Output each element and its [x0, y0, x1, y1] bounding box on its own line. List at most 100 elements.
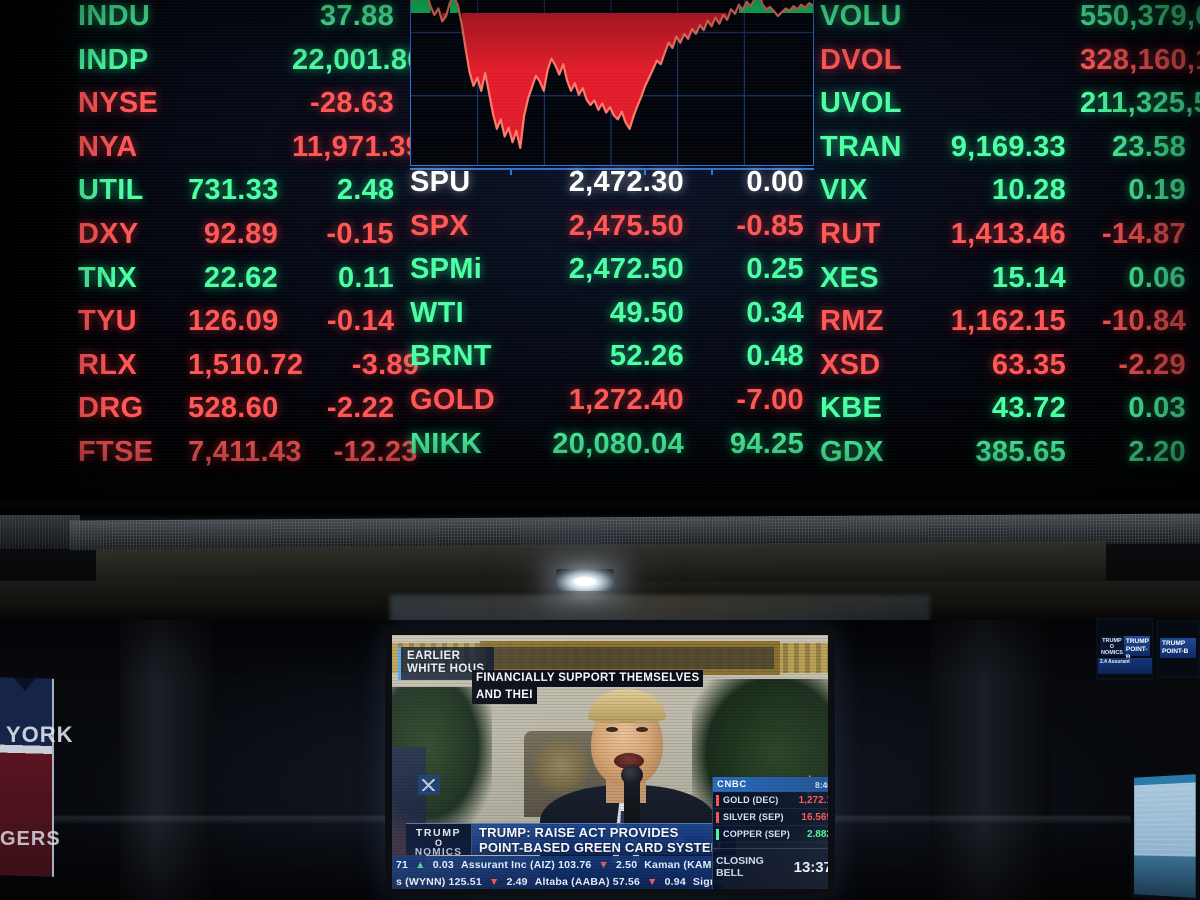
- cnbc-market-panel: CNBC 8:46 GOLD (DEC) 1,272.1 SILVER (SEP) 1…: [712, 777, 828, 889]
- quote-symbol: SPMi: [410, 253, 483, 286]
- mini-logo-bottom: NOMICS: [1100, 650, 1123, 656]
- quote-change: -2.29: [1118, 348, 1186, 381]
- quote-change: 0.03: [1128, 392, 1186, 425]
- quote-change: 0.25: [746, 253, 804, 286]
- quote-symbol: DRG: [78, 392, 144, 425]
- board-column-left: INDU 37.88 INDP 22,001.80 NYSE -28.63 NYA 11,97…: [78, 0, 423, 480]
- quote-change: 2.20: [1128, 435, 1186, 468]
- quote-row[interactable]: INDP 22,001.80: [78, 43, 423, 88]
- quote-row[interactable]: SPX 2,475.50 -0.85: [410, 210, 810, 254]
- quote-row[interactable]: KBE 43.72 0.03: [820, 392, 1192, 436]
- crawl-item: s (WYNN) 125.51: [396, 875, 482, 888]
- location-badge-line2: WHITE HOUS: [407, 663, 485, 675]
- speaker-brow-right: [634, 721, 650, 724]
- ticker-crawl: 71 ▲ 0.03 Assurant Inc (AIZ) 103.76 ▼ 2.50 Kam…: [392, 856, 722, 889]
- quote-row[interactable]: DVOL 328,160,120: [820, 44, 1200, 88]
- quote-row[interactable]: NYA 11,971.39: [78, 131, 422, 175]
- crawl-item: Altaba (AABA) 57.56: [534, 875, 641, 888]
- quote-row[interactable]: RLX 1,510.72 -3.89: [78, 349, 419, 393]
- network-logo: CNBC: [717, 779, 747, 790]
- quote-symbol: WTI: [410, 296, 465, 329]
- quote-row[interactable]: SPU 2,472.30 0.00: [410, 166, 810, 210]
- quote-row[interactable]: FTSE 7,411.43 -12.23: [78, 436, 417, 480]
- ceiling-light-bulb: [574, 577, 596, 586]
- logo-top: TRUMP: [415, 827, 462, 839]
- quote-last: 22.62: [203, 261, 278, 294]
- quote-change: 37.88: [319, 0, 394, 32]
- arrow-up-icon: ▲: [415, 858, 426, 871]
- arrow-down-icon: ▼: [488, 875, 500, 888]
- cnbc-television[interactable]: ★ ★ ★ EARLIER WHITE HOUS FINANCIA: [385, 628, 835, 896]
- quote-row[interactable]: DRG 528.60 -2.22: [78, 392, 400, 436]
- intraday-chart[interactable]: [410, 0, 814, 166]
- microphone-body: [624, 771, 640, 833]
- quote-change: -12.23: [333, 435, 418, 468]
- market-board: INDU 37.88 INDP 22,001.80 NYSE -28.63 NYA 11,97…: [0, 0, 1200, 507]
- monitor-secondary-left[interactable]: TRUMP O NOMICS TRUMP POINT-B 2.4 Assuran…: [1096, 618, 1154, 680]
- direction-bar-icon: [716, 794, 719, 806]
- headline-line1: TRUMP: RAISE ACT PROVIDES: [479, 825, 679, 840]
- quote-symbol: SPU: [410, 166, 471, 198]
- quote-row[interactable]: DXY 92.89 -0.15: [78, 218, 400, 262]
- quote-last: 1,413.46: [950, 217, 1066, 250]
- quote-row[interactable]: GOLD 1,272.40 -7.00: [410, 384, 810, 428]
- mini-lower-third-2: TRUMP POINT-B: [1160, 638, 1196, 658]
- quote-change: -14.87: [1101, 217, 1186, 250]
- headline-text: TRUMP: RAISE ACT PROVIDES POINT-BASED GR…: [472, 824, 736, 855]
- quote-row[interactable]: NIKK 20,080.04 94.25: [410, 428, 810, 472]
- quote-row[interactable]: TNX 22.62 0.11: [78, 262, 400, 306]
- quote-last: 731.33: [188, 174, 279, 207]
- quote-symbol: NIKK: [410, 427, 483, 460]
- quote-change: -7.00: [736, 383, 804, 416]
- quote-symbol: INDP: [78, 43, 149, 76]
- quote-row[interactable]: BRNT 52.26 0.48: [410, 340, 810, 384]
- crawl-delta: 0.03: [432, 858, 454, 871]
- crawl-line: s (WYNN) 125.51 ▼ 2.49 Altaba (AABA) 57.56 ▼…: [392, 873, 722, 889]
- quote-row[interactable]: WTI 49.50 0.34: [410, 297, 810, 341]
- quote-last: 528.60: [188, 392, 279, 425]
- panel-quote-name: COPPER (SEP): [723, 829, 790, 839]
- panel-quote-name: SILVER (SEP): [723, 812, 784, 822]
- ceiling-soffit: [0, 507, 1200, 620]
- quote-symbol: VIX: [820, 174, 868, 207]
- terminal-table: [1134, 782, 1196, 857]
- quote-symbol: RUT: [820, 217, 881, 250]
- pillar-right: [930, 620, 1050, 900]
- quote-row[interactable]: RUT 1,413.46 -14.87: [820, 218, 1192, 262]
- lower-third-banner: TRUMP O NOMICS TRUMP: RAISE ACT PROVIDES…: [406, 823, 736, 858]
- quote-row[interactable]: SPMi 2,472.50 0.25: [410, 253, 810, 297]
- panel-quote-row: GOLD (DEC) 1,272.1: [713, 792, 828, 809]
- quote-row[interactable]: RMZ 1,162.15 -10.84: [820, 305, 1192, 349]
- quote-last: 49.50: [609, 296, 684, 329]
- quote-symbol: NYSE: [78, 87, 159, 120]
- location-badge: EARLIER WHITE HOUS: [398, 647, 494, 680]
- terminal-footer: [1134, 855, 1196, 898]
- quote-symbol: KBE: [820, 392, 883, 425]
- trading-terminal-monitor[interactable]: [1130, 769, 1200, 900]
- chart-series: [411, 0, 813, 149]
- trumponomics-logo: TRUMP O NOMICS: [406, 824, 472, 858]
- panel-quote-value: 16.569: [801, 811, 828, 823]
- quote-last: 15.14: [991, 261, 1066, 294]
- quote-symbol: INDU: [78, 0, 151, 32]
- quote-row[interactable]: VIX 10.28 0.19: [820, 174, 1192, 218]
- quote-last: 43.72: [991, 392, 1066, 425]
- caption-line1: FINANCIALLY SUPPORT THEMSELVES: [472, 670, 704, 687]
- mini-lower-third: TRUMP O NOMICS TRUMP POINT-B: [1100, 636, 1150, 661]
- quote-row[interactable]: INDU 37.88: [78, 0, 400, 44]
- quote-row[interactable]: NYSE -28.63: [78, 87, 400, 131]
- caption-line2: AND THEI: [472, 687, 537, 704]
- monitor-secondary-right[interactable]: TRUMP POINT-B: [1156, 620, 1200, 678]
- closing-bell-clock: 13:37: [793, 859, 828, 876]
- quote-row[interactable]: TRAN 9,169.33 23.58: [820, 131, 1192, 175]
- quote-row[interactable]: XSD 63.35 -2.29: [820, 349, 1192, 393]
- quote-row[interactable]: UTIL 731.33 2.48: [78, 174, 400, 218]
- quote-row[interactable]: VOLU 550,379,680: [820, 0, 1200, 44]
- logo-mid: O: [434, 838, 442, 848]
- quote-row[interactable]: UVOL 211,325,545: [820, 87, 1200, 131]
- quote-symbol: BRNT: [410, 340, 492, 373]
- quote-row[interactable]: XES 15.14 0.06: [820, 262, 1192, 306]
- quote-row[interactable]: GDX 385.65 2.20: [820, 436, 1192, 480]
- quote-row[interactable]: TYU 126.09 -0.14: [78, 305, 400, 349]
- quote-last: 2,472.30: [568, 166, 684, 198]
